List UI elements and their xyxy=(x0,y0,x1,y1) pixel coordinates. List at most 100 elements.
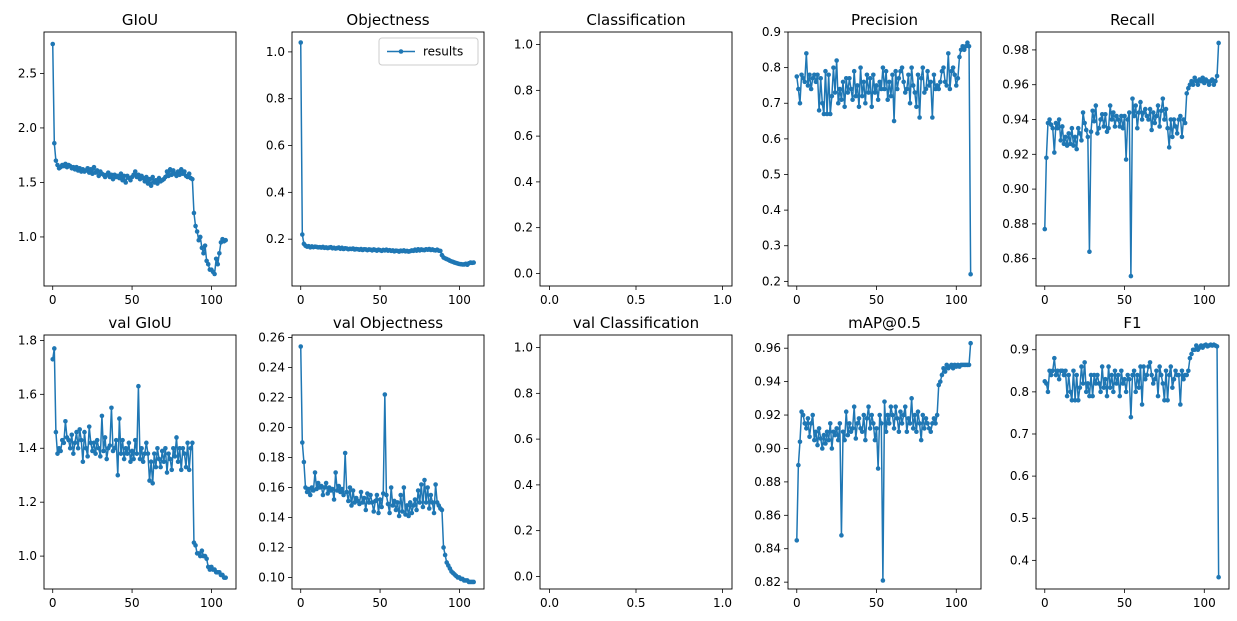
data-point xyxy=(808,86,814,92)
data-point xyxy=(1139,402,1145,407)
y-tick-label: 0.8 xyxy=(514,386,533,400)
series-line xyxy=(299,346,474,583)
data-point xyxy=(407,500,413,505)
data-point xyxy=(904,429,910,435)
data-point xyxy=(918,437,924,443)
data-point xyxy=(471,579,476,585)
y-tick-label: 1.0 xyxy=(18,549,37,563)
data-point xyxy=(412,497,418,502)
data-point xyxy=(910,426,916,431)
data-point xyxy=(885,412,890,418)
data-point xyxy=(834,58,839,63)
data-point xyxy=(888,404,894,409)
data-point xyxy=(856,104,862,110)
data-point xyxy=(1091,372,1097,378)
data-point xyxy=(382,392,388,397)
data-point xyxy=(423,500,429,505)
data-point xyxy=(190,440,195,446)
data-point xyxy=(941,65,946,70)
data-point xyxy=(366,500,372,505)
data-point xyxy=(96,445,102,451)
data-point xyxy=(94,437,100,443)
data-point xyxy=(965,40,970,45)
data-point xyxy=(826,72,831,78)
data-point xyxy=(966,43,972,49)
data-point xyxy=(797,100,803,106)
data-point xyxy=(98,454,103,459)
data-point xyxy=(845,432,851,438)
data-point xyxy=(915,72,921,78)
data-point xyxy=(1173,368,1178,374)
data-point xyxy=(342,450,348,456)
data-point xyxy=(810,412,816,418)
data-point xyxy=(150,481,155,486)
data-point xyxy=(117,416,122,421)
data-point xyxy=(815,442,820,448)
data-point xyxy=(183,464,189,470)
subplot-title: Recall xyxy=(1110,11,1155,29)
data-point xyxy=(1125,372,1131,378)
data-point xyxy=(1138,99,1143,105)
data-point xyxy=(1047,117,1052,122)
data-point xyxy=(1071,368,1076,374)
data-point xyxy=(166,451,171,456)
x-tick-label: 100 xyxy=(945,596,968,610)
data-point xyxy=(1079,364,1084,369)
data-point xyxy=(855,83,860,88)
data-point xyxy=(821,111,827,117)
data-point xyxy=(898,68,903,74)
data-point xyxy=(1079,138,1084,143)
y-tick-label: 0.86 xyxy=(754,508,781,522)
data-point xyxy=(877,79,883,85)
data-point xyxy=(167,456,173,462)
data-point xyxy=(879,421,884,426)
data-point xyxy=(1127,376,1132,382)
data-point xyxy=(361,495,367,501)
data-point xyxy=(961,47,967,53)
data-point xyxy=(1162,117,1167,122)
data-point xyxy=(1072,397,1078,403)
data-point xyxy=(824,111,830,117)
data-point xyxy=(960,43,965,49)
data-point xyxy=(922,90,927,95)
data-point xyxy=(66,437,71,443)
data-point xyxy=(1104,393,1110,399)
data-point xyxy=(439,507,445,513)
data-point xyxy=(859,429,865,435)
data-point xyxy=(193,543,198,548)
data-point xyxy=(132,437,138,443)
data-point xyxy=(1152,376,1158,382)
data-point xyxy=(910,83,916,88)
data-point xyxy=(863,100,868,106)
data-point xyxy=(840,79,846,85)
data-point xyxy=(404,503,410,508)
y-tick-label: 0.84 xyxy=(754,542,781,556)
data-point xyxy=(816,108,822,113)
subplot-title: Classification xyxy=(586,11,685,29)
data-point xyxy=(52,140,57,146)
data-point xyxy=(872,437,878,443)
data-point xyxy=(1053,372,1059,378)
data-point xyxy=(109,405,114,411)
y-tick-label: 0.96 xyxy=(1002,78,1029,92)
data-point xyxy=(925,421,930,426)
subplot-title: val Classification xyxy=(573,314,699,332)
x-tick-label: 1.0 xyxy=(713,596,732,610)
data-point xyxy=(794,74,800,79)
data-point xyxy=(840,429,846,435)
data-point xyxy=(1088,129,1094,134)
data-point xyxy=(1083,389,1089,395)
data-point xyxy=(1166,145,1172,150)
data-point xyxy=(128,459,133,465)
data-point xyxy=(896,429,902,435)
data-point xyxy=(134,451,140,456)
data-point xyxy=(893,68,898,74)
data-point xyxy=(805,83,811,88)
data-point xyxy=(902,90,908,95)
data-point xyxy=(1080,110,1086,115)
data-point xyxy=(1136,385,1142,390)
data-point xyxy=(330,486,335,492)
data-point xyxy=(1141,364,1146,369)
data-point xyxy=(198,234,203,240)
y-tick-label: 2.0 xyxy=(18,121,37,135)
